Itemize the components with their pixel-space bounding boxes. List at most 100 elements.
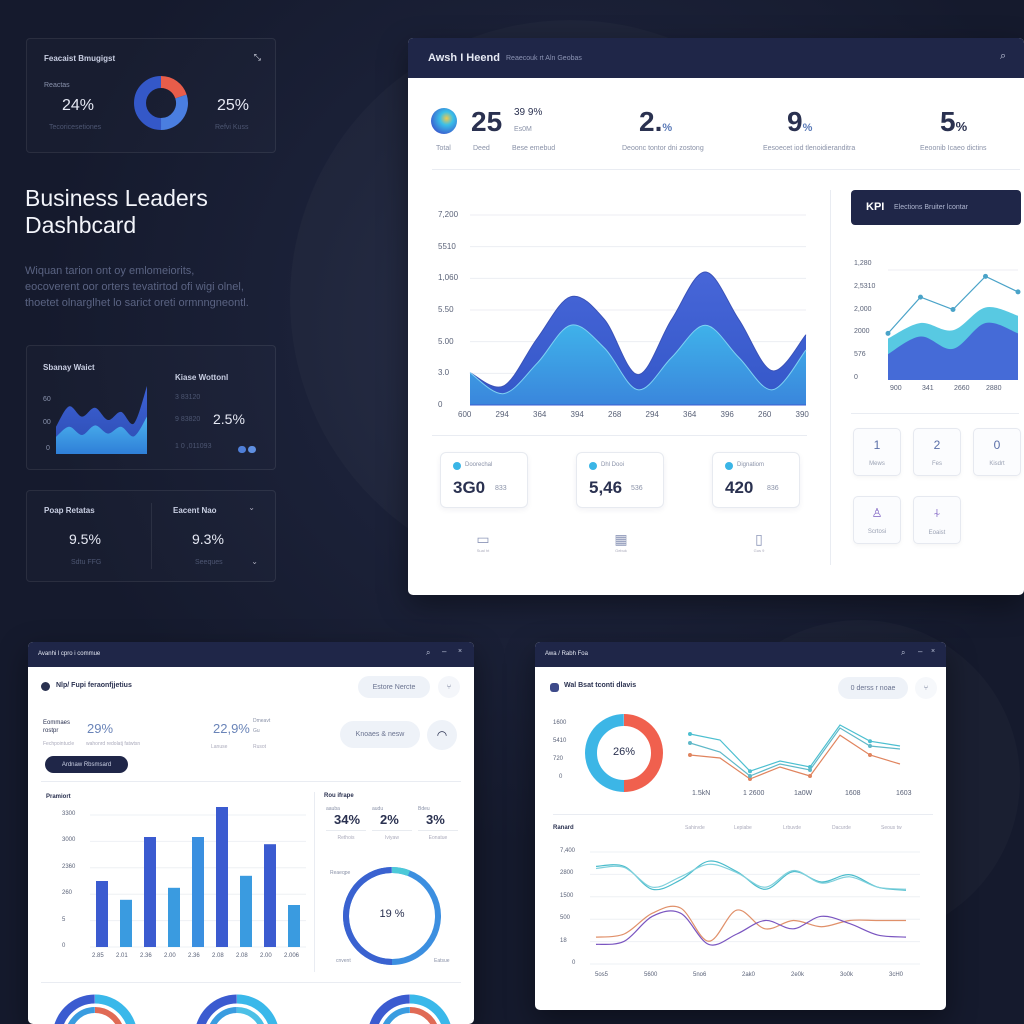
stat-card[interactable]: Dhl Dooi 5,46 536 <box>576 452 664 508</box>
grid-icon[interactable]: ▦ Gebuk <box>610 531 632 553</box>
tile[interactable]: ♙ Scrtosi <box>853 496 901 544</box>
bar[interactable] <box>120 899 132 947</box>
kpi-unit: % <box>662 122 673 134</box>
search-icon[interactable]: ⌕ <box>1000 50 1007 62</box>
search-icon[interactable]: ⌕ <box>426 648 431 657</box>
dot-indicator <box>238 446 246 453</box>
line-point <box>688 732 692 736</box>
bar[interactable] <box>264 844 276 947</box>
bar[interactable] <box>240 875 252 947</box>
tile[interactable]: 0 Kisdrt <box>973 428 1021 476</box>
line-series <box>595 905 906 942</box>
monitor-icon[interactable]: ▭ Sual ht <box>472 531 494 553</box>
knowledge-button[interactable]: Knoaes & nesw <box>340 721 420 748</box>
y-tick-label: 0 <box>438 400 443 409</box>
close-icon[interactable]: × <box>931 648 936 655</box>
stat-card[interactable]: Doorechal 3G0 833 <box>440 452 528 508</box>
legend-item: Sahirvde <box>685 825 705 831</box>
bar[interactable] <box>144 837 156 947</box>
y-tick-label: 0 <box>559 774 563 780</box>
y-tick-label: 2,000 <box>854 305 872 313</box>
bar[interactable] <box>168 887 180 947</box>
share-icon[interactable]: ⑂ <box>438 676 460 698</box>
stat-sub: Rusot <box>253 744 267 750</box>
kpi-chart <box>885 269 1021 380</box>
dot-indicator <box>248 446 256 453</box>
bar[interactable] <box>96 881 108 947</box>
donut-segment <box>160 94 188 130</box>
bottom-donuts <box>54 994 451 1024</box>
bar[interactable] <box>192 837 204 947</box>
share-icon[interactable]: ⑂ <box>915 677 937 699</box>
x-tick-label: 2e0k <box>791 972 805 978</box>
x-tick-label: 294 <box>495 410 509 419</box>
tile[interactable]: 2 Fes <box>913 428 961 476</box>
stat-label: Doorechal <box>465 462 493 468</box>
window-title: Avanhi l cpro i commue <box>38 651 101 657</box>
x-tick-label: 268 <box>608 410 622 419</box>
x-tick-label: 1603 <box>896 790 912 797</box>
legend-item: Seous tw <box>881 825 902 831</box>
kpi-badge: KPI <box>866 201 885 213</box>
dashboard-button[interactable]: Ardnaw Rbsmsard <box>45 756 128 773</box>
tile-value: 0 <box>993 438 1001 452</box>
tile[interactable]: ⍭ Eoaist <box>913 496 961 544</box>
expand-icon[interactable]: ⤡ <box>253 52 261 62</box>
y-tick-label: 7,400 <box>560 848 576 854</box>
x-tick-label: 5no6 <box>693 972 707 978</box>
stat-sub: Rethois <box>326 830 366 841</box>
side-stat: aauba 34% Rethois <box>326 806 366 841</box>
minimize-icon[interactable]: – <box>918 647 923 656</box>
tile[interactable]: 1 Mews <box>853 428 901 476</box>
minimize-icon[interactable]: – <box>442 647 447 656</box>
y-tick-label: 3.0 <box>438 368 450 378</box>
left-value: 24% <box>62 97 95 114</box>
line-chart <box>590 851 920 965</box>
y-tick-label: 1600 <box>553 720 567 726</box>
card-label: Reactas <box>44 82 70 89</box>
value: 2.5% <box>213 411 245 427</box>
chevron-down-icon[interactable]: ⌄ <box>248 503 255 512</box>
line-series <box>595 910 907 946</box>
line-point <box>688 753 692 757</box>
close-icon[interactable]: × <box>458 648 463 655</box>
line-series <box>689 724 901 772</box>
line-point <box>688 741 692 745</box>
x-tick-label: 2880 <box>986 385 1002 392</box>
hero-title-line: Business Leaders <box>25 185 208 211</box>
value: 9.5% <box>69 531 101 547</box>
chevron-down-icon[interactable]: ⌄ <box>251 557 258 566</box>
device-icon[interactable]: ▯ Gus 9 <box>748 531 770 553</box>
bar[interactable] <box>216 807 228 947</box>
kpi-banner-text: Elections Bruiter lcontar <box>894 204 968 211</box>
x-tick-label: 364 <box>533 410 547 419</box>
left-sub: Tecoricesetiones <box>49 124 102 131</box>
x-tick-label: 294 <box>645 410 659 419</box>
stat-sub: 536 <box>631 485 643 492</box>
chat-icon[interactable]: ◠ <box>427 720 457 750</box>
stat-label: audu <box>372 806 384 812</box>
stat-card[interactable]: Dignatiom 420 836 <box>712 452 800 508</box>
card-title: Poap Retatas <box>44 506 95 515</box>
store-button[interactable]: Estore Nercte <box>358 676 430 698</box>
tile-value: 1 <box>873 438 881 452</box>
kpi-point <box>918 294 923 300</box>
y-tick-label: 18 <box>560 937 567 944</box>
kpi-banner[interactable]: KPI Elections Bruiter lcontar <box>851 190 1021 225</box>
kpi-area <box>888 322 1018 380</box>
panel-title: Wal Bsat tconti dlavis <box>564 682 637 689</box>
kpi-small: 39 9% <box>514 107 543 118</box>
stat-value: 29% <box>87 721 114 736</box>
filter-button[interactable]: 0 derss r noae <box>838 677 908 699</box>
status-dot <box>725 462 733 470</box>
search-icon[interactable]: ⌕ <box>901 648 906 657</box>
x-tick-label: 260 <box>758 410 772 419</box>
y-tick-label: 576 <box>854 351 866 359</box>
bar[interactable] <box>288 905 300 947</box>
description-line: eocoverent oor orters tevatirtod ofi wig… <box>25 281 244 293</box>
kpi-sub: Eesoecet iod tlenoidieranditra <box>763 145 856 152</box>
x-tick-label: 1608 <box>845 790 861 797</box>
stat-label: Eommaes rostpr <box>43 720 71 734</box>
stat-value: 420 <box>725 478 754 497</box>
stat-label: aauba <box>326 806 340 812</box>
